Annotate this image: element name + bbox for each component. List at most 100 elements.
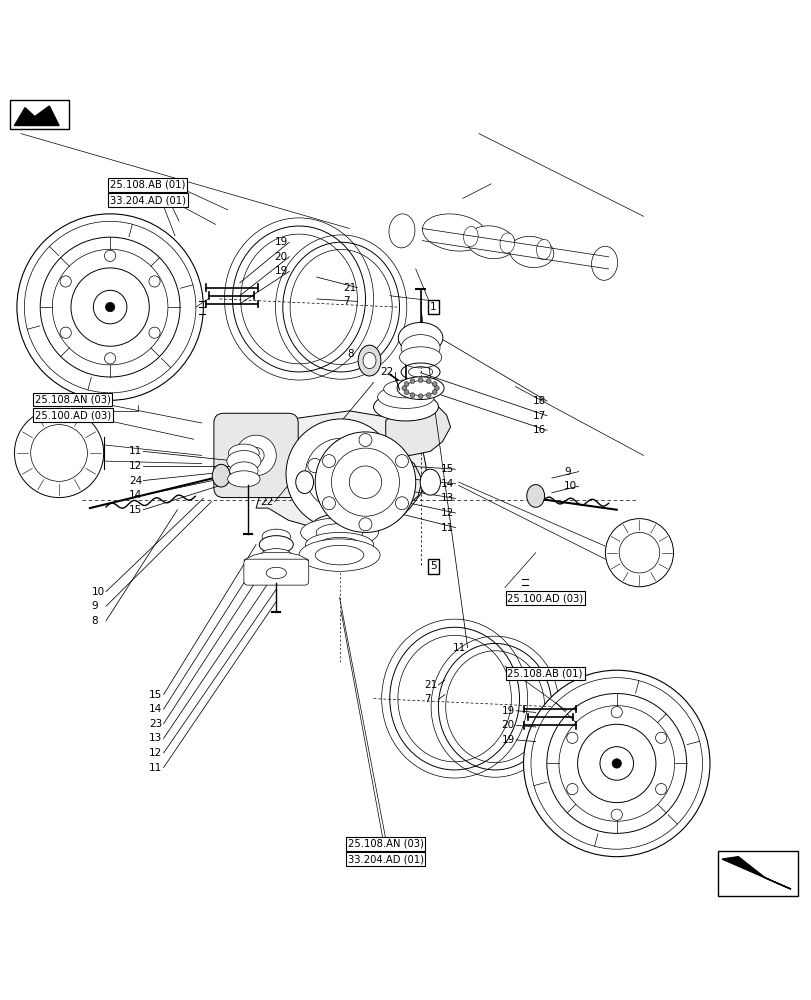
Text: 22: 22: [380, 367, 393, 377]
Text: 8: 8: [92, 616, 98, 626]
Text: 14: 14: [129, 490, 142, 500]
Circle shape: [105, 250, 116, 261]
Polygon shape: [15, 106, 59, 125]
Text: 19: 19: [501, 735, 514, 745]
Circle shape: [307, 458, 322, 473]
Text: 7: 7: [342, 296, 349, 306]
Text: 21: 21: [342, 283, 355, 293]
Circle shape: [431, 390, 436, 395]
Text: 20: 20: [501, 720, 514, 730]
Circle shape: [60, 276, 71, 287]
Circle shape: [410, 393, 414, 398]
Circle shape: [546, 694, 686, 833]
Circle shape: [434, 386, 439, 391]
Circle shape: [247, 447, 264, 464]
Circle shape: [358, 434, 371, 446]
FancyBboxPatch shape: [717, 851, 796, 896]
Text: 19: 19: [274, 266, 288, 276]
Text: 24: 24: [129, 476, 142, 486]
Text: 1: 1: [430, 302, 436, 312]
Circle shape: [599, 747, 633, 780]
Text: 25.100.AD (03): 25.100.AD (03): [507, 593, 583, 603]
Text: 25.108.AN (03): 25.108.AN (03): [347, 839, 423, 849]
Circle shape: [577, 724, 655, 803]
Text: 2: 2: [362, 460, 368, 470]
Circle shape: [322, 497, 335, 510]
Ellipse shape: [397, 377, 444, 399]
Circle shape: [60, 327, 71, 338]
Circle shape: [566, 732, 577, 743]
Circle shape: [605, 519, 672, 587]
Text: 13: 13: [149, 733, 162, 743]
Circle shape: [558, 706, 674, 821]
Circle shape: [611, 707, 621, 718]
Ellipse shape: [262, 529, 290, 544]
Text: 17: 17: [532, 411, 545, 421]
Ellipse shape: [230, 462, 258, 480]
Circle shape: [611, 809, 621, 820]
Ellipse shape: [316, 524, 365, 544]
Circle shape: [418, 394, 423, 399]
Ellipse shape: [315, 545, 363, 565]
Ellipse shape: [377, 386, 434, 408]
Ellipse shape: [260, 549, 291, 562]
Text: 11: 11: [129, 446, 142, 456]
Ellipse shape: [266, 567, 286, 579]
Ellipse shape: [398, 322, 442, 353]
Circle shape: [418, 378, 423, 382]
Ellipse shape: [419, 469, 440, 495]
Text: 3: 3: [362, 474, 368, 484]
Ellipse shape: [295, 471, 313, 494]
Circle shape: [331, 448, 399, 516]
Circle shape: [315, 432, 415, 532]
Ellipse shape: [226, 451, 260, 472]
Text: 10: 10: [92, 587, 105, 597]
FancyBboxPatch shape: [243, 559, 308, 585]
Text: 12: 12: [149, 748, 162, 758]
FancyBboxPatch shape: [213, 413, 298, 498]
Ellipse shape: [405, 381, 436, 395]
Polygon shape: [255, 411, 426, 528]
Circle shape: [322, 455, 335, 468]
Circle shape: [358, 518, 371, 531]
Polygon shape: [385, 403, 450, 455]
Circle shape: [41, 237, 180, 377]
Ellipse shape: [358, 345, 380, 376]
Text: 7: 7: [423, 694, 430, 704]
Ellipse shape: [500, 233, 514, 253]
Circle shape: [360, 458, 374, 473]
Text: 15: 15: [129, 505, 142, 515]
Circle shape: [305, 438, 376, 510]
Text: 5: 5: [430, 561, 436, 571]
Circle shape: [148, 327, 160, 338]
Ellipse shape: [401, 335, 440, 361]
Circle shape: [530, 678, 702, 849]
Ellipse shape: [228, 444, 259, 462]
Text: 8: 8: [347, 349, 354, 359]
Circle shape: [71, 268, 149, 346]
Circle shape: [235, 435, 276, 476]
Text: 15: 15: [149, 690, 162, 700]
Circle shape: [431, 382, 436, 387]
Ellipse shape: [315, 524, 363, 541]
Ellipse shape: [259, 536, 293, 554]
Circle shape: [566, 783, 577, 795]
Ellipse shape: [373, 393, 438, 421]
Ellipse shape: [300, 518, 378, 547]
Text: 25.100.AD (03): 25.100.AD (03): [35, 410, 111, 420]
Ellipse shape: [508, 236, 553, 268]
Text: 14: 14: [149, 704, 162, 714]
Ellipse shape: [422, 214, 487, 251]
Ellipse shape: [466, 226, 515, 259]
Text: 13: 13: [440, 493, 453, 503]
Text: 18: 18: [532, 396, 545, 406]
Text: 9: 9: [92, 601, 98, 611]
Circle shape: [15, 408, 104, 498]
Circle shape: [105, 302, 114, 312]
Circle shape: [404, 390, 409, 395]
Circle shape: [654, 732, 666, 743]
Ellipse shape: [536, 239, 551, 260]
Circle shape: [401, 386, 406, 391]
Text: 19: 19: [501, 706, 514, 716]
Text: 23: 23: [149, 719, 162, 729]
